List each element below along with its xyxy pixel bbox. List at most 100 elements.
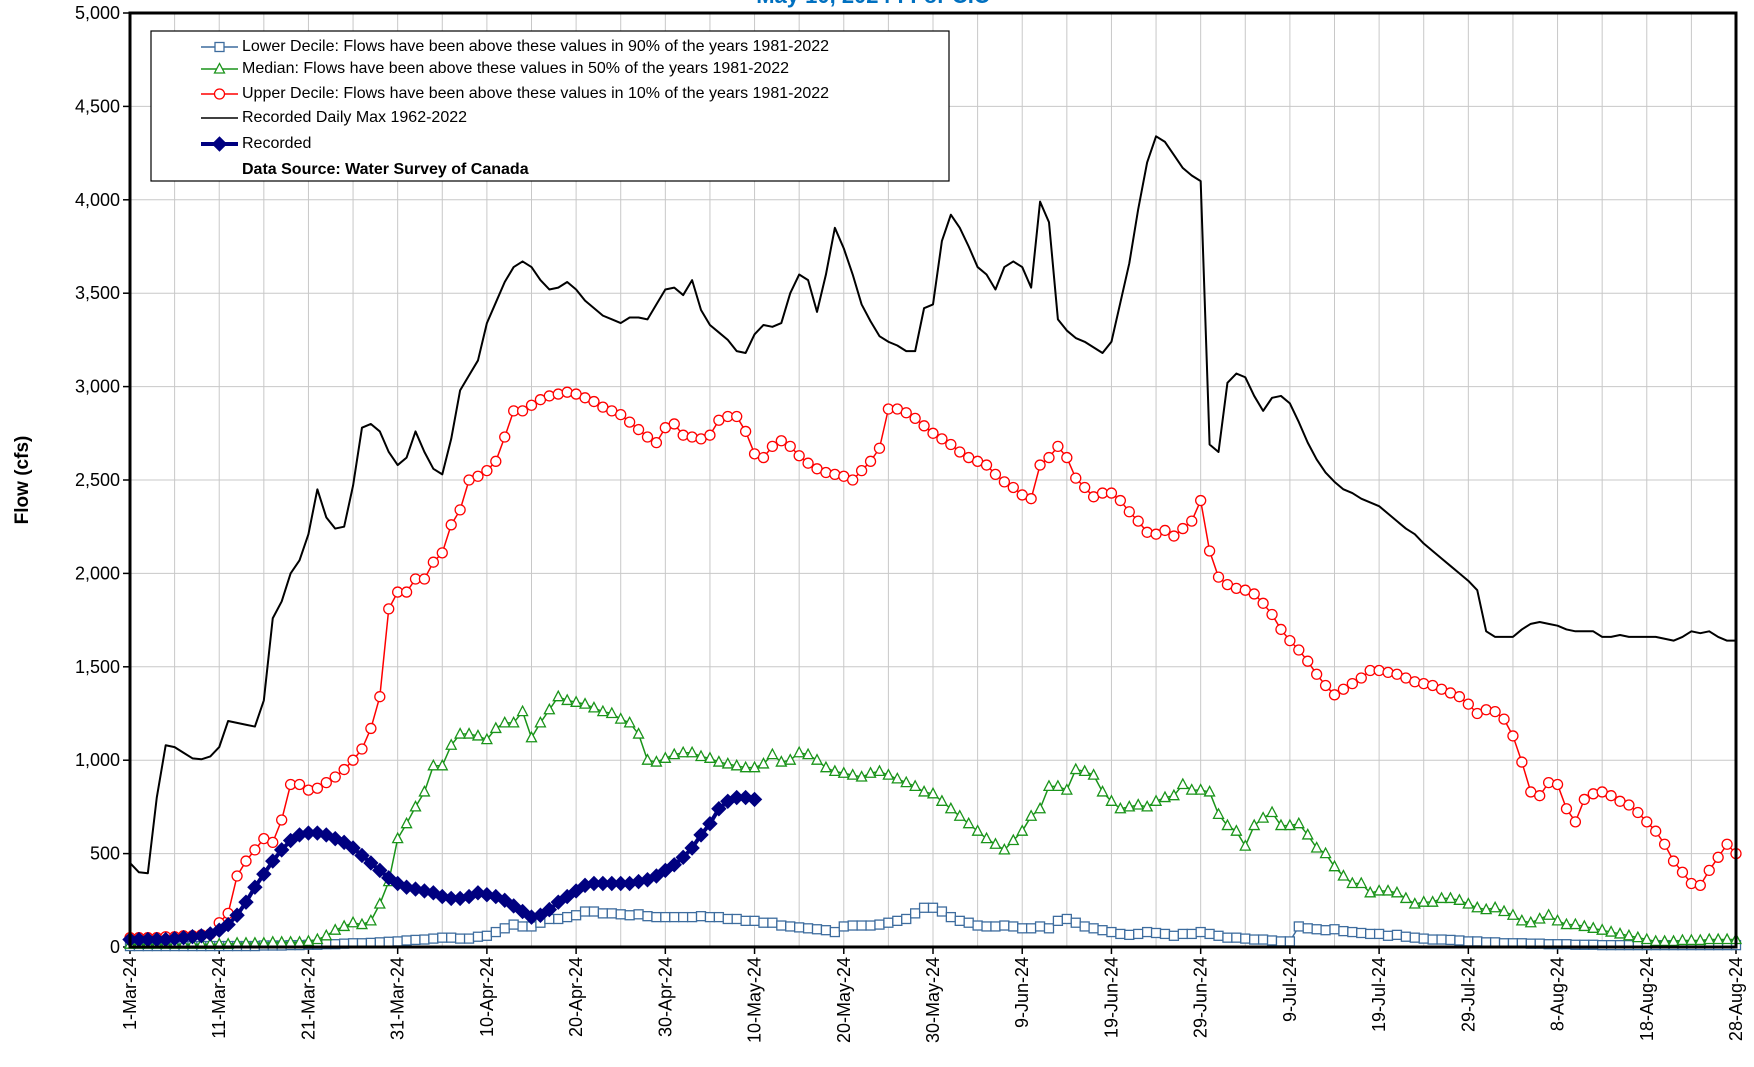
point xyxy=(1025,493,1037,505)
point xyxy=(1176,777,1189,790)
point xyxy=(1051,779,1064,792)
point xyxy=(775,755,788,767)
point xyxy=(847,474,859,486)
point xyxy=(588,395,600,408)
point xyxy=(847,920,858,931)
point xyxy=(1061,913,1072,925)
point xyxy=(1168,530,1180,542)
point xyxy=(623,715,636,728)
point xyxy=(346,915,360,928)
point xyxy=(651,911,662,923)
point xyxy=(1132,798,1145,810)
point xyxy=(980,459,993,471)
point xyxy=(543,390,555,402)
point xyxy=(247,879,263,895)
point xyxy=(820,466,832,479)
point xyxy=(1400,931,1412,942)
point xyxy=(561,386,573,398)
point xyxy=(1221,818,1234,831)
point xyxy=(311,782,324,794)
point xyxy=(891,771,904,784)
point xyxy=(1381,884,1395,896)
point xyxy=(746,791,763,808)
point xyxy=(517,921,528,932)
point xyxy=(1106,926,1117,938)
point xyxy=(1105,487,1118,499)
point xyxy=(704,429,716,441)
point xyxy=(445,738,458,750)
point xyxy=(561,693,574,706)
legend-label: Upper Decile: Flows have been above thes… xyxy=(242,85,829,102)
point xyxy=(802,747,815,760)
point xyxy=(1185,783,1198,795)
point xyxy=(1034,921,1046,932)
y-tick-label: 2,500 xyxy=(75,470,120,490)
point xyxy=(900,407,912,419)
point xyxy=(1712,932,1725,945)
point xyxy=(480,732,493,745)
point xyxy=(463,933,475,944)
point xyxy=(641,753,654,765)
point xyxy=(354,847,370,864)
point xyxy=(320,776,332,789)
point xyxy=(873,442,886,454)
x-tick-label: 10-Apr-24 xyxy=(477,957,497,1037)
x-tick-label: 8-Aug-24 xyxy=(1548,957,1568,1031)
point xyxy=(1025,809,1038,821)
point xyxy=(666,857,682,873)
legend-marker xyxy=(214,41,225,53)
point xyxy=(1694,933,1707,946)
point xyxy=(864,766,877,778)
point xyxy=(1257,597,1269,609)
point xyxy=(1124,929,1135,941)
point xyxy=(562,911,573,923)
point xyxy=(838,921,849,932)
point xyxy=(329,771,341,783)
point xyxy=(1587,921,1600,933)
x-tick-label: 20-Apr-24 xyxy=(566,957,586,1037)
y-tick-label: 500 xyxy=(90,844,120,864)
point xyxy=(578,697,592,709)
point xyxy=(1471,900,1484,913)
point xyxy=(410,934,421,946)
point xyxy=(1533,912,1546,924)
point xyxy=(1641,816,1653,828)
x-tick-label: 11-Mar-24 xyxy=(209,957,229,1039)
point xyxy=(534,715,547,728)
point xyxy=(1364,885,1377,898)
point xyxy=(1337,869,1350,881)
point xyxy=(1658,934,1671,947)
point xyxy=(883,917,894,928)
point xyxy=(446,932,457,943)
point xyxy=(508,919,519,930)
point xyxy=(1257,934,1269,945)
point xyxy=(874,919,885,930)
point xyxy=(364,913,377,926)
point xyxy=(490,926,501,938)
point xyxy=(293,778,306,791)
y-tick-label: 5,000 xyxy=(75,3,120,23)
point xyxy=(971,824,984,836)
point xyxy=(481,465,493,477)
point xyxy=(1293,644,1305,656)
point xyxy=(1408,897,1421,909)
point xyxy=(499,923,510,934)
point xyxy=(1007,481,1019,494)
point xyxy=(909,412,921,425)
point xyxy=(1569,816,1582,828)
point xyxy=(669,911,680,923)
point xyxy=(345,840,361,856)
point xyxy=(810,753,824,765)
point xyxy=(1034,459,1046,471)
x-tick-label: 10-May-24 xyxy=(745,957,765,1043)
point xyxy=(220,916,236,933)
point xyxy=(1203,785,1216,797)
point xyxy=(1167,788,1180,801)
point xyxy=(1355,876,1368,889)
point xyxy=(516,405,529,417)
point xyxy=(936,906,948,917)
point xyxy=(1274,818,1288,831)
point xyxy=(1703,864,1715,877)
point xyxy=(820,925,832,936)
point xyxy=(1382,930,1394,941)
